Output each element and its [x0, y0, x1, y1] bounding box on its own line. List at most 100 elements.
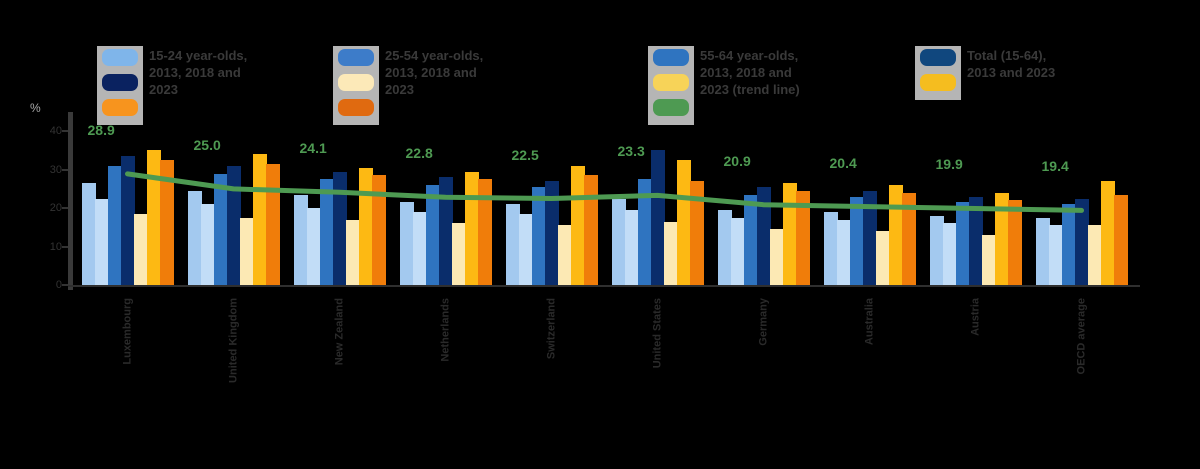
orange-bar[interactable]: [266, 163, 280, 285]
pale-blue-bar[interactable]: [625, 210, 639, 285]
orange-bar[interactable]: [372, 175, 386, 285]
light-blue-bar[interactable]: [506, 204, 520, 285]
navy-bar[interactable]: [969, 196, 983, 285]
pale-blue-bar[interactable]: [413, 211, 427, 285]
navy-bar[interactable]: [1075, 198, 1089, 285]
pale-blue-bar[interactable]: [837, 219, 851, 285]
cream-bar[interactable]: [664, 221, 678, 285]
orange-bar[interactable]: [1114, 194, 1128, 285]
x-axis-category-label: Netherlands: [439, 298, 451, 362]
gold-bar[interactable]: [1101, 181, 1115, 285]
cream-bar[interactable]: [558, 225, 572, 285]
y-tick-mark: [62, 130, 68, 133]
light-blue-bar[interactable]: [1036, 217, 1050, 285]
trend-line-value-label: 19.9: [935, 156, 963, 173]
navy-bar[interactable]: [863, 190, 877, 285]
medium-blue-bar[interactable]: [108, 165, 122, 285]
navy-bar[interactable]: [439, 177, 453, 285]
legend-label-line: 2023 (trend line): [700, 82, 800, 97]
cream-bar[interactable]: [770, 229, 784, 285]
light-blue-bar[interactable]: [930, 215, 944, 285]
pale-blue-bar[interactable]: [943, 223, 957, 285]
pale-blue-bar[interactable]: [307, 208, 321, 285]
legend-item-label[interactable]: 25-54 year-olds, 2013, 2018 and 2023: [385, 47, 560, 98]
x-axis-category-label: Australia: [863, 298, 875, 346]
trend-line-value-label: 22.8: [405, 145, 433, 162]
medium-blue-bar[interactable]: [426, 185, 440, 285]
medium-blue-bar[interactable]: [320, 179, 334, 285]
legend-swatch[interactable]: [920, 74, 956, 91]
y-axis-line: [68, 112, 73, 290]
light-blue-bar[interactable]: [718, 210, 732, 285]
light-blue-bar[interactable]: [82, 183, 96, 285]
cream-bar[interactable]: [982, 235, 996, 285]
legend-label-line: 2013 and 2023: [967, 65, 1056, 80]
legend-label-line: 2023: [385, 82, 414, 97]
medium-blue-bar[interactable]: [638, 179, 652, 285]
light-blue-bar[interactable]: [294, 194, 308, 285]
pale-blue-bar[interactable]: [1049, 225, 1063, 285]
medium-blue-bar[interactable]: [850, 196, 864, 285]
orange-bar[interactable]: [796, 190, 810, 285]
medium-blue-bar[interactable]: [744, 194, 758, 285]
navy-bar[interactable]: [651, 150, 665, 285]
legend-item-label[interactable]: 55-64 year-olds, 2013, 2018 and 2023 (tren…: [700, 47, 875, 98]
gold-bar[interactable]: [889, 185, 903, 285]
pale-blue-bar[interactable]: [95, 198, 109, 285]
orange-bar[interactable]: [584, 175, 598, 285]
navy-bar[interactable]: [757, 186, 771, 285]
legend-item-label[interactable]: 15-24 year-olds, 2013, 2018 and 2023: [149, 47, 324, 98]
orange-bar[interactable]: [690, 181, 704, 285]
navy-bar[interactable]: [333, 171, 347, 285]
y-tick-label: 0: [55, 279, 62, 291]
light-blue-bar[interactable]: [400, 202, 414, 285]
legend-swatch[interactable]: [338, 49, 374, 66]
legend-swatch[interactable]: [653, 99, 689, 116]
legend-swatch[interactable]: [653, 74, 689, 91]
orange-bar[interactable]: [160, 160, 174, 285]
orange-bar[interactable]: [1008, 200, 1022, 285]
light-blue-bar[interactable]: [188, 190, 202, 285]
y-tick-label: 30: [49, 163, 62, 176]
legend-swatch[interactable]: [102, 99, 138, 116]
gold-bar[interactable]: [253, 154, 267, 285]
legend-swatch[interactable]: [338, 99, 374, 116]
legend-item-label[interactable]: Total (15-64), 2013 and 2023: [967, 47, 1142, 81]
medium-blue-bar[interactable]: [214, 173, 228, 285]
y-tick-mark: [62, 284, 68, 286]
light-blue-bar[interactable]: [824, 211, 838, 285]
orange-bar[interactable]: [902, 192, 916, 285]
legend-swatch[interactable]: [338, 74, 374, 91]
navy-bar[interactable]: [545, 181, 559, 285]
legend-swatch[interactable]: [653, 49, 689, 66]
medium-blue-bar[interactable]: [532, 186, 546, 285]
navy-bar[interactable]: [121, 156, 135, 285]
gold-bar[interactable]: [677, 160, 691, 285]
x-axis-category-label: Austria: [969, 298, 981, 336]
orange-bar[interactable]: [478, 179, 492, 285]
cream-bar[interactable]: [346, 219, 360, 285]
light-blue-bar[interactable]: [612, 198, 626, 285]
cream-bar[interactable]: [452, 223, 466, 285]
x-axis-category-label: Luxembourg: [121, 298, 133, 365]
medium-blue-bar[interactable]: [956, 202, 970, 285]
cream-bar[interactable]: [876, 231, 890, 285]
gold-bar[interactable]: [571, 165, 585, 285]
gold-bar[interactable]: [147, 150, 161, 285]
pale-blue-bar[interactable]: [519, 213, 533, 285]
trend-line-value-label: 19.4: [1041, 158, 1069, 175]
gold-bar[interactable]: [359, 167, 373, 285]
legend-swatch[interactable]: [102, 49, 138, 66]
pale-blue-bar[interactable]: [201, 204, 215, 285]
legend-swatch[interactable]: [102, 74, 138, 91]
gold-bar[interactable]: [783, 183, 797, 285]
legend-swatch[interactable]: [920, 49, 956, 66]
cream-bar[interactable]: [1088, 225, 1102, 285]
cream-bar[interactable]: [240, 217, 254, 285]
gold-bar[interactable]: [465, 171, 479, 285]
gold-bar[interactable]: [995, 192, 1009, 285]
pale-blue-bar[interactable]: [731, 217, 745, 285]
medium-blue-bar[interactable]: [1062, 204, 1076, 285]
cream-bar[interactable]: [134, 213, 148, 285]
navy-bar[interactable]: [227, 165, 241, 285]
